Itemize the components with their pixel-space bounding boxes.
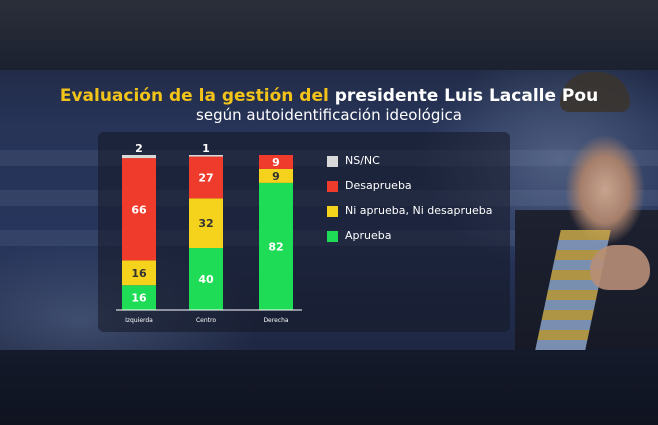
president-hair <box>560 72 630 112</box>
chart-title-part1: Evaluación de la gestión del <box>59 86 329 106</box>
data-label: 2 <box>135 142 143 155</box>
data-label: 27 <box>198 171 213 184</box>
president-hand <box>590 245 650 290</box>
legend-label: Ni aprueba, Ni desaprueba <box>345 204 493 217</box>
legend-swatch <box>327 206 338 217</box>
data-label: 16 <box>131 267 147 280</box>
bottom-band <box>0 350 658 425</box>
chart-title: Evaluación de la gestión del presidente … <box>0 86 658 106</box>
category-label: Izquierda <box>125 317 153 324</box>
data-label: 40 <box>198 273 214 286</box>
data-label: 32 <box>198 217 213 230</box>
bar-segment-ni-aprueba-ni-desaprueba <box>259 168 293 183</box>
bar-segment-ns-nc <box>189 155 223 157</box>
data-label: 9 <box>272 170 280 183</box>
legend-swatch <box>327 156 338 167</box>
data-label: 66 <box>131 203 147 216</box>
bar-segment-desaprueba <box>259 155 293 169</box>
chart-subtitle: según autoidentificación ideológica <box>196 106 462 124</box>
data-label: 1 <box>202 142 210 155</box>
chart-title-part2: presidente Luis Lacalle Pou <box>334 86 599 106</box>
top-band <box>0 0 658 70</box>
data-label: 82 <box>268 240 283 253</box>
legend-label: Aprueba <box>345 229 392 242</box>
data-label: 16 <box>131 292 147 305</box>
bar-segment-aprueba <box>189 248 223 310</box>
category-label: Derecha <box>263 317 288 324</box>
legend-label: Desaprueba <box>345 179 412 192</box>
bar-segment-aprueba <box>259 182 293 310</box>
data-label: 9 <box>272 156 280 169</box>
legend-swatch <box>327 231 338 242</box>
chart-panel <box>98 132 510 332</box>
bar-segment-ns-nc <box>122 155 156 159</box>
legend-swatch <box>327 181 338 192</box>
bar-segment-desaprueba <box>189 156 223 199</box>
bar-segment-ni-aprueba-ni-desaprueba <box>189 198 223 248</box>
bar-segment-aprueba <box>122 285 156 310</box>
bar-segment-desaprueba <box>122 158 156 261</box>
legend-label: NS/NC <box>345 154 380 167</box>
bar-segment-ni-aprueba-ni-desaprueba <box>122 260 156 286</box>
category-label: Centro <box>196 317 216 324</box>
